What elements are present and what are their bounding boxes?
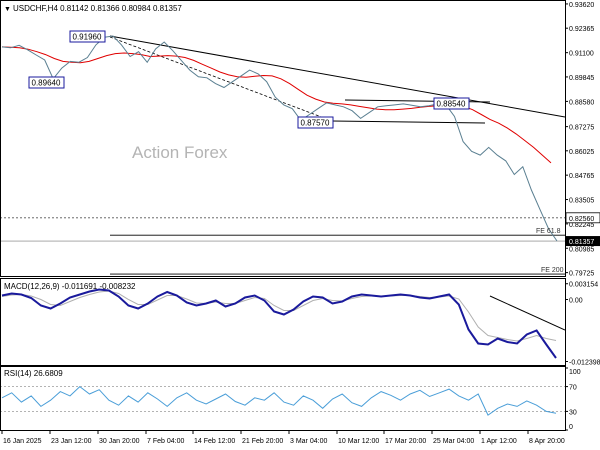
macd-title: MACD(12,26,9) -0.011691 -0.008232 bbox=[4, 282, 136, 291]
dashed-channel-line bbox=[109, 36, 333, 122]
level-082560-badge bbox=[565, 212, 600, 224]
x-tick-label: 21 Feb 20:00 bbox=[242, 438, 283, 445]
annotation-box bbox=[69, 30, 106, 43]
macd-line bbox=[1, 288, 557, 359]
x-tick-label: 30 Jan 20:00 bbox=[99, 438, 140, 445]
price-line bbox=[1, 35, 558, 242]
annotation-label: 0.87570 bbox=[301, 119, 330, 128]
rsi-tick-label: 100 bbox=[569, 369, 581, 376]
price-tick-label: 0.86025 bbox=[569, 149, 594, 156]
x-tick-label: 16 Jan 2025 bbox=[3, 438, 42, 445]
price-tick-label: 0.84765 bbox=[569, 173, 594, 180]
descending-trendline bbox=[109, 35, 565, 118]
annotation-box bbox=[297, 116, 334, 129]
x-tick-label: 7 Feb 04:00 bbox=[147, 438, 184, 445]
macd-tick-label: 0.003154 bbox=[569, 282, 598, 289]
rsi-tick-label: 30 bbox=[569, 409, 577, 416]
last-price-badge bbox=[566, 236, 600, 247]
price-tick-label: 0.83505 bbox=[569, 198, 594, 205]
rsi-tick-label: 0 bbox=[569, 424, 573, 431]
price-y-axis: 0.93620 0.92365 0.91100 0.89845 0.88580 0.872… bbox=[565, 2, 594, 278]
x-tick-label: 10 Mar 12:00 bbox=[338, 438, 379, 445]
rsi-panel bbox=[0, 366, 566, 431]
price-tick-label: 0.93620 bbox=[569, 2, 594, 9]
macd-tick-label: -0.012398 bbox=[569, 359, 600, 366]
rsi-line bbox=[1, 385, 557, 416]
annotation-label: 0.89640 bbox=[32, 79, 61, 88]
support-line-lower bbox=[331, 120, 486, 124]
rsi-y-axis: 100 70 30 0 bbox=[565, 367, 581, 431]
annotation-label: 0.91960 bbox=[73, 33, 102, 42]
watermark: Action Forex bbox=[132, 143, 228, 162]
x-tick-label: 17 Mar 20:00 bbox=[385, 438, 426, 445]
price-tick-label: 0.79725 bbox=[569, 271, 594, 278]
rsi-title: RSI(14) 26.6809 bbox=[4, 369, 63, 378]
x-tick-label: 23 Jan 12:00 bbox=[51, 438, 92, 445]
macd-trendline bbox=[489, 295, 565, 331]
chart-header-triangle-icon: ▼ bbox=[4, 6, 11, 13]
x-tick-label: 1 Apr 12:00 bbox=[481, 438, 517, 445]
x-tick-label: 8 Apr 20:00 bbox=[529, 438, 565, 445]
price-tick-label: 0.87275 bbox=[569, 125, 594, 132]
x-tick-label: 25 Mar 04:00 bbox=[433, 438, 474, 445]
macd-tick-label: 0.00 bbox=[569, 298, 583, 305]
price-tick-label: 0.82245 bbox=[569, 222, 594, 229]
price-tick-label: 0.88580 bbox=[569, 99, 594, 106]
x-tick-label: 3 Mar 04:00 bbox=[290, 438, 327, 445]
price-panel bbox=[0, 0, 566, 277]
price-tick-label: 0.80985 bbox=[569, 246, 594, 253]
last-price-label: 0.81357 bbox=[569, 239, 594, 246]
rsi-tick-label: 70 bbox=[569, 385, 577, 392]
macd-panel bbox=[0, 278, 566, 366]
chart-symbol-header: USDCHF,H4 0.81142 0.81366 0.80984 0.8135… bbox=[13, 4, 182, 13]
annotation-label: 0.88540 bbox=[437, 100, 466, 109]
price-tick-label: 0.92365 bbox=[569, 26, 594, 33]
fe-618-label: FE 61.8 bbox=[536, 228, 561, 235]
annotation-box bbox=[433, 97, 470, 110]
price-tick-label: 0.89845 bbox=[569, 75, 594, 82]
annotation-box bbox=[28, 76, 65, 89]
x-tick-label: 14 Feb 12:00 bbox=[194, 438, 235, 445]
price-levels bbox=[1, 217, 565, 275]
macd-y-axis: 0.003154 0.00 -0.012398 bbox=[565, 282, 600, 366]
fe-200-label: FE 200 bbox=[541, 267, 564, 274]
level-082560-label: 0.82560 bbox=[569, 216, 594, 223]
time-x-axis: 16 Jan 2025 23 Jan 12:00 30 Jan 20:00 7 Feb… bbox=[1, 430, 565, 445]
price-annotations: 0.91960 0.89640 0.87570 0.88540 0.82560 FE 61… bbox=[28, 30, 600, 274]
price-tick-label: 0.91100 bbox=[569, 51, 594, 58]
macd-signal-line bbox=[1, 290, 557, 342]
